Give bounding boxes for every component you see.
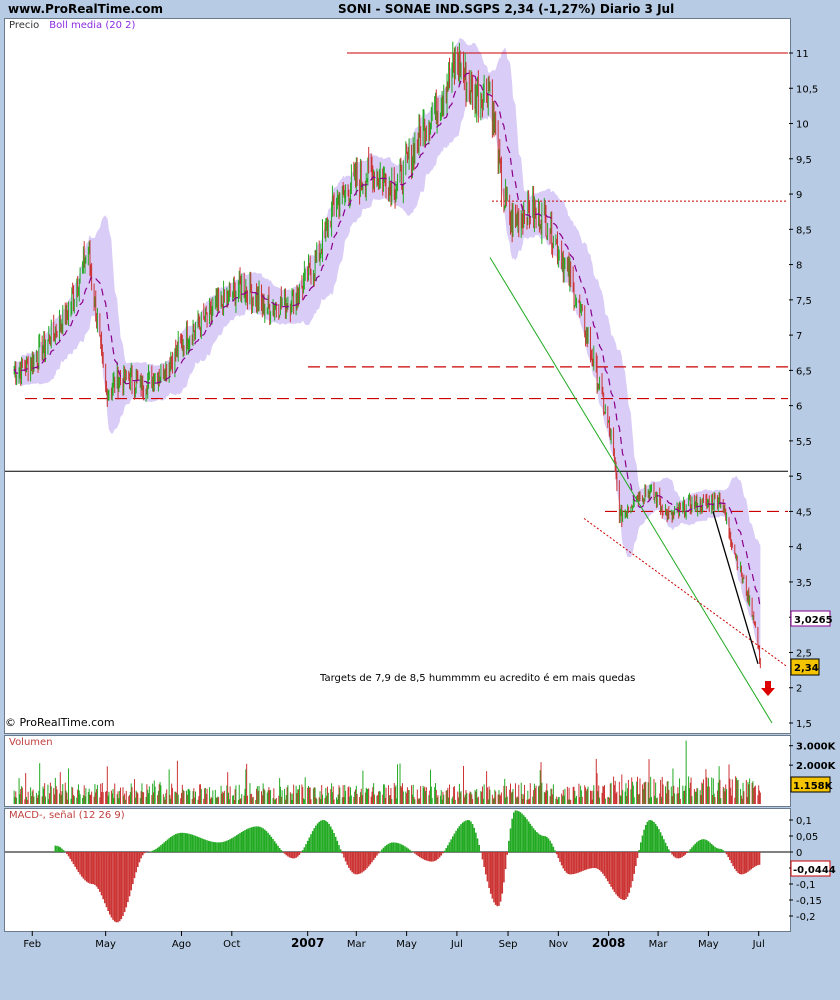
bollinger-band	[14, 38, 761, 672]
trendline-green	[489, 257, 773, 724]
price-tick-label: 8	[796, 261, 802, 272]
x-tick-label: Jul	[752, 939, 765, 950]
x-tick-label: 2007	[291, 936, 324, 950]
x-tick-label: May	[95, 939, 116, 950]
macd-tick-label: -0,2	[796, 912, 816, 923]
price-tick-label: 9,5	[796, 155, 812, 166]
volume-tick-label: 3.000K	[796, 742, 837, 753]
price-tick-label: 3,5	[796, 578, 812, 589]
down-arrow-icon	[761, 681, 775, 696]
price-tick-label: 9	[796, 190, 802, 201]
price-tick-label: 4,5	[796, 507, 812, 518]
macd-tick-label: -0,15	[796, 896, 822, 907]
x-tick-label: Nov	[549, 939, 569, 950]
price-tick-label: 7	[796, 331, 802, 342]
x-tick-label: Mar	[649, 939, 669, 950]
ma-value-badge	[790, 610, 831, 627]
copyright: © ProRealTime.com	[5, 716, 115, 729]
x-tick-label: May	[698, 939, 719, 950]
macd-tick-label: 0	[796, 848, 802, 859]
price-tick-label: 10,5	[796, 84, 818, 95]
last-price-text: 2,34	[794, 663, 819, 674]
price-tick-label: 8,5	[796, 225, 812, 236]
x-tick-label: Oct	[223, 939, 240, 950]
price-tick-label: 5	[796, 472, 802, 483]
annotation-text: Targets de 7,9 de 8,5 hummmm eu acredito…	[320, 673, 636, 684]
macd-tick-label: 0,05	[796, 832, 818, 843]
macd-badge	[790, 860, 831, 877]
volume-panel-label: Volumen	[9, 737, 53, 748]
x-tick-label: Ago	[172, 939, 191, 950]
macd-tick-label: -0,1	[796, 880, 816, 891]
price-panel-label: Precio Boll media (20 2)	[9, 20, 136, 31]
price-tick-label: 2	[796, 684, 802, 695]
price-tick-label: 2,5	[796, 648, 812, 659]
x-tick-label: Feb	[23, 939, 41, 950]
x-tick-label: Sep	[499, 939, 518, 950]
volume-badge-text: 1.158K	[793, 781, 834, 792]
x-tick-label: May	[396, 939, 417, 950]
macd-tick-label: 0,1	[796, 816, 812, 827]
price-tick-label: 6,5	[796, 366, 812, 377]
site-url[interactable]: www.ProRealTime.com	[8, 2, 163, 16]
price-tick-label: 6	[796, 402, 802, 413]
moving-average-line	[13, 72, 761, 609]
x-tick-label: Mar	[347, 939, 367, 950]
bollinger-label: Boll media (20 2)	[49, 20, 136, 31]
chart-title: SONI - SONAE IND.SGPS 2,34 (-1,27%) Diar…	[338, 2, 675, 16]
last-price-badge	[790, 658, 820, 676]
x-tick-label: Jul	[450, 939, 463, 950]
price-tick-label: 4	[796, 543, 802, 554]
price-tick-label: 5,5	[796, 437, 812, 448]
volume-tick-label: 2.000K	[796, 761, 837, 772]
ma-value-text: 3,0265	[794, 615, 833, 626]
price-tick-label: 1,5	[796, 719, 812, 730]
macd-panel-label: MACD-, señal (12 26 9)	[9, 810, 125, 821]
macd-badge-text: -0,0444	[793, 865, 836, 876]
trendline-black	[712, 511, 759, 664]
price-tick-label: 11	[796, 49, 809, 60]
price-tick-label: 10	[796, 120, 809, 131]
trendline-dotted-red	[583, 518, 788, 667]
chart-header: www.ProRealTime.com SONI - SONAE IND.SGP…	[0, 0, 840, 18]
x-tick-label: 2008	[592, 936, 625, 950]
volume-badge	[790, 776, 831, 793]
price-tick-label: 7,5	[796, 296, 812, 307]
